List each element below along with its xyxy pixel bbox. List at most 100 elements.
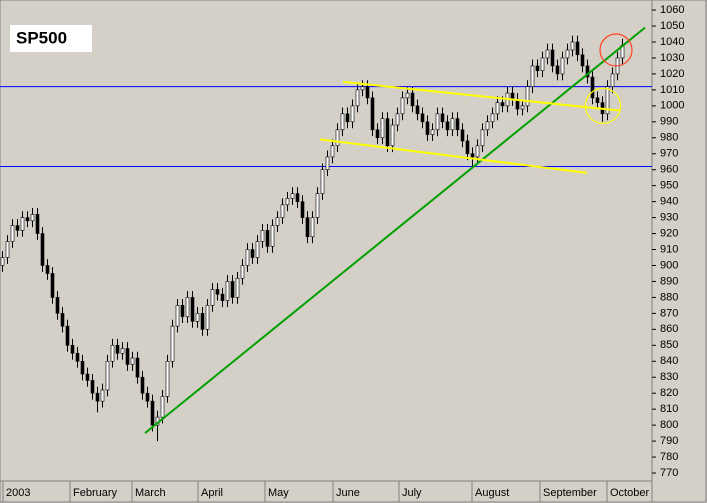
candle-body bbox=[225, 281, 230, 301]
candle-body bbox=[270, 225, 275, 247]
x-tick-label: March bbox=[135, 487, 166, 499]
candle-body bbox=[230, 281, 235, 298]
candle-body bbox=[215, 289, 220, 295]
candle-body bbox=[55, 297, 60, 314]
candle-body bbox=[390, 124, 395, 147]
y-tick-label: 780 bbox=[660, 451, 678, 463]
x-tick-label: 2003 bbox=[6, 487, 30, 499]
candle-body bbox=[140, 376, 145, 394]
candle-body bbox=[430, 129, 435, 135]
candle-body bbox=[35, 214, 40, 234]
candle-body bbox=[405, 92, 410, 99]
candle-body bbox=[555, 65, 560, 75]
x-tick-label: July bbox=[402, 487, 422, 499]
candle-body bbox=[410, 92, 415, 107]
y-tick-label: 1030 bbox=[660, 52, 684, 64]
candle-body bbox=[110, 345, 115, 362]
candle-body bbox=[105, 360, 110, 391]
candle-body bbox=[90, 380, 95, 394]
candle-body bbox=[355, 89, 360, 107]
y-tick-label: 1050 bbox=[660, 20, 684, 32]
candle-body bbox=[175, 305, 180, 327]
candle-body bbox=[480, 129, 485, 147]
y-tick-label: 970 bbox=[660, 148, 678, 160]
y-tick-label: 810 bbox=[660, 403, 678, 415]
highlight-circle bbox=[584, 87, 622, 125]
candle-body bbox=[575, 41, 580, 56]
candle-body bbox=[95, 392, 100, 402]
trend-line bbox=[342, 80, 621, 112]
candle-body bbox=[40, 233, 45, 266]
candle-body bbox=[435, 113, 440, 131]
candle-body bbox=[460, 129, 465, 142]
candle-body bbox=[260, 230, 265, 242]
candle-body bbox=[195, 313, 200, 322]
candle-body bbox=[70, 345, 75, 354]
candle-body bbox=[475, 145, 480, 158]
candle-body bbox=[115, 345, 120, 354]
candle-body bbox=[60, 313, 65, 327]
candle-body bbox=[150, 400, 155, 426]
candle-body bbox=[180, 305, 185, 317]
candle-body bbox=[380, 118, 385, 139]
candle-body bbox=[190, 297, 195, 322]
y-tick-label: 920 bbox=[660, 227, 678, 239]
y-tick-label: 900 bbox=[660, 259, 678, 271]
candle-body bbox=[235, 277, 240, 298]
y-tick-label: 950 bbox=[660, 180, 678, 192]
candle-body bbox=[495, 102, 500, 115]
candle-body bbox=[490, 113, 495, 123]
x-axis-area bbox=[0, 480, 653, 503]
candle-body bbox=[580, 54, 585, 67]
candle-body bbox=[25, 217, 30, 222]
candle-body bbox=[120, 348, 125, 354]
candle-body bbox=[340, 113, 345, 131]
candle-body bbox=[395, 113, 400, 126]
candle-body bbox=[315, 193, 320, 218]
y-tick-label: 770 bbox=[660, 467, 678, 479]
candle-body bbox=[525, 86, 530, 107]
candle-body bbox=[365, 86, 370, 99]
candle-body bbox=[595, 97, 600, 103]
candle-body bbox=[135, 357, 140, 378]
candle-body bbox=[245, 249, 250, 266]
y-tick-label: 1010 bbox=[660, 84, 684, 96]
candle-body bbox=[320, 169, 325, 194]
candle-body bbox=[440, 113, 445, 123]
candle-body bbox=[295, 193, 300, 202]
y-tick-label: 840 bbox=[660, 355, 678, 367]
candle-body bbox=[265, 230, 270, 247]
candle-body bbox=[145, 392, 150, 402]
candle-body bbox=[370, 97, 375, 131]
candle-body bbox=[425, 121, 430, 135]
candle-body bbox=[565, 49, 570, 59]
candle-body bbox=[160, 396, 165, 418]
candle-body bbox=[165, 360, 170, 397]
candle-body bbox=[50, 273, 55, 298]
y-tick-label: 860 bbox=[660, 323, 678, 335]
candle-body bbox=[125, 348, 130, 365]
y-tick-label: 890 bbox=[660, 275, 678, 287]
x-tick-label: February bbox=[73, 487, 118, 499]
candle-body bbox=[325, 156, 330, 170]
candle-body bbox=[100, 389, 105, 402]
candle-body bbox=[310, 217, 315, 238]
candle-body bbox=[375, 129, 380, 139]
candle-body bbox=[520, 105, 525, 110]
candle-body bbox=[20, 217, 25, 231]
candle-body bbox=[330, 145, 335, 158]
candle-body bbox=[280, 204, 285, 218]
candle-body bbox=[350, 105, 355, 123]
candle-body bbox=[220, 293, 225, 301]
candle-body bbox=[290, 193, 295, 199]
highlight-circle bbox=[599, 33, 633, 67]
candle-body bbox=[285, 198, 290, 206]
candle-body bbox=[550, 49, 555, 67]
y-tick-label: 1020 bbox=[660, 68, 684, 80]
candle-body bbox=[535, 65, 540, 72]
candle-body bbox=[500, 102, 505, 107]
title-box bbox=[10, 25, 92, 52]
x-tick-label: October bbox=[610, 487, 649, 499]
candle-body bbox=[305, 217, 310, 238]
